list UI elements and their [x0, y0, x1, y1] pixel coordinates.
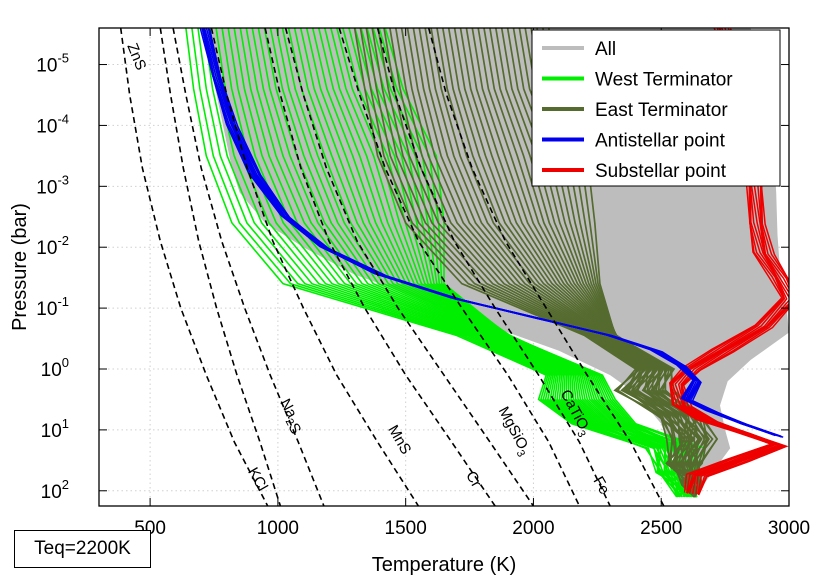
condensation-curve — [284, 28, 535, 506]
y-tick-exponent: -4 — [57, 111, 69, 126]
west-terminator-line — [257, 28, 696, 498]
legend-label: West Terminator — [595, 70, 733, 91]
condensation-curve — [119, 28, 269, 506]
y-tick-exponent: 0 — [62, 355, 69, 370]
y-tick-base: 10 — [41, 360, 62, 381]
y-tick-label: 10-4 — [36, 111, 69, 137]
y-tick-exponent: -5 — [57, 51, 69, 66]
condensation-curve — [172, 28, 325, 506]
y-tick-base: 10 — [41, 421, 62, 442]
y-tick-base: 10 — [36, 238, 57, 259]
y-tick-exponent: -1 — [57, 294, 69, 309]
y-tick-base: 10 — [36, 56, 57, 77]
legend-label: East Terminator — [595, 100, 728, 121]
x-tick-label: 2500 — [640, 518, 682, 539]
west-terminator-line — [197, 28, 684, 498]
legend: All West Terminator East Terminator Antiste… — [531, 29, 781, 187]
y-tick-label: 101 — [41, 416, 69, 442]
condensation-curve — [338, 28, 581, 506]
x-tick-label: 3000 — [768, 518, 810, 539]
y-tick-exponent: -3 — [57, 172, 69, 187]
condensation-label: Fe — [589, 474, 612, 498]
condensation-label: Cr — [462, 468, 485, 490]
y-tick-label: 10-1 — [36, 294, 69, 320]
y-tick-exponent: 2 — [62, 477, 69, 492]
x-tick-label: 2000 — [512, 518, 554, 539]
antistellar-line — [208, 29, 784, 438]
y-tick-base: 10 — [41, 482, 62, 503]
condensation-curve — [376, 28, 611, 506]
teq-label-box: Teq=2200K — [14, 530, 151, 568]
condensation-curve — [159, 28, 282, 506]
condensation-curve — [427, 28, 665, 506]
y-tick-label: 10-3 — [36, 172, 69, 198]
condensation-curve — [210, 28, 420, 506]
teq-label: Teq=2200K — [34, 538, 131, 559]
legend-label: All — [595, 39, 616, 60]
y-tick-label: 102 — [41, 477, 69, 503]
y-tick-label: 10-2 — [36, 233, 69, 259]
legend-label: Antistellar point — [595, 131, 726, 152]
legend-label: Substellar point — [595, 161, 727, 182]
west-terminator-line — [185, 28, 698, 498]
y-tick-base: 10 — [36, 116, 57, 137]
condensation-curves — [119, 28, 665, 506]
y-tick-exponent: 1 — [62, 416, 69, 431]
y-tick-exponent: -2 — [57, 233, 69, 248]
condensation-curve — [264, 28, 496, 506]
x-tick-label: 1000 — [257, 518, 299, 539]
y-tick-base: 10 — [36, 177, 57, 198]
y-tick-label: 10-5 — [36, 51, 69, 77]
y-tick-base: 10 — [36, 299, 57, 320]
y-axis-label: Pressure (bar) — [9, 203, 31, 331]
axis-ticks: 500 1000 1500 2000 2500 300010-510-410-310-21… — [36, 28, 810, 539]
west-terminator-line — [251, 28, 688, 498]
y-tick-label: 100 — [41, 355, 69, 381]
x-axis-label: Temperature (K) — [372, 554, 517, 576]
x-tick-label: 1500 — [385, 518, 427, 539]
plot-frame — [98, 27, 790, 507]
